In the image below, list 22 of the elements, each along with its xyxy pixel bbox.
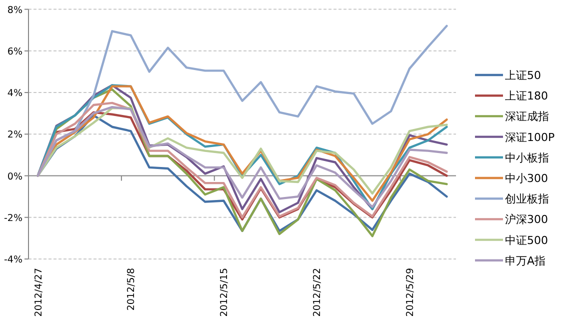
legend-label: 沪深300 (505, 213, 548, 226)
legend-label: 深证100P (505, 130, 555, 144)
y-tick-label: -4% (4, 254, 22, 266)
x-tick-label: 2012/4/27 (33, 268, 44, 317)
x-tick-label: 2012/5/29 (405, 268, 416, 317)
legend-label: 上证50 (505, 69, 541, 82)
legend-label: 创业板指 (505, 192, 549, 206)
y-tick-label: 4% (7, 88, 22, 100)
y-tick-label: 6% (7, 46, 22, 58)
y-tick-label: -2% (4, 212, 22, 224)
legend-label: 中小板指 (505, 151, 549, 164)
legend-label: 上证180 (505, 90, 548, 103)
legend-label: 申万A指 (505, 254, 546, 268)
y-tick-label: 0% (7, 171, 22, 182)
legend-label: 中小300 (505, 172, 548, 185)
y-tick-label: 2% (7, 130, 22, 141)
x-tick-label: 2012/5/22 (312, 268, 324, 317)
y-tick-label: 8% (7, 4, 22, 16)
x-tick-label: 2012/5/8 (126, 268, 138, 311)
legend-label: 深证成指 (505, 110, 549, 124)
legend-label: 中证500 (505, 234, 548, 247)
x-tick-label: 2012/5/15 (219, 268, 230, 317)
